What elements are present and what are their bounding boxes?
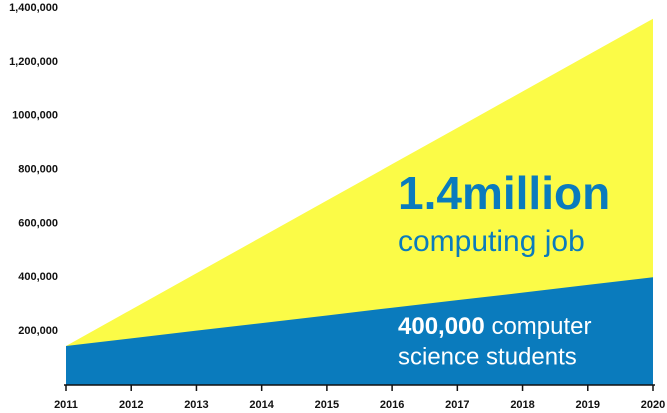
y-tick-label: 1,200,000: [9, 56, 58, 68]
y-tick-label: 400,000: [18, 271, 58, 283]
y-tick-label: 200,000: [18, 325, 58, 337]
y-tick-label: 800,000: [18, 163, 58, 175]
annotation: 400,000 computer: [398, 313, 591, 340]
y-tick-label: 1,400,000: [9, 2, 58, 14]
x-tick-label: 2012: [119, 399, 143, 411]
y-tick-label: 600,000: [18, 217, 58, 229]
x-tick-label: 2015: [315, 399, 339, 411]
annotation: computer: [491, 313, 591, 340]
annotation: science students: [398, 343, 577, 370]
x-tick-label: 2019: [576, 399, 600, 411]
area: [66, 18, 653, 386]
x-tick-label: 2011: [54, 399, 78, 411]
y-tick-label: 1000,000: [12, 110, 58, 122]
x-tick-label: 2016: [380, 399, 404, 411]
annotation: computing job: [398, 225, 585, 258]
x-tick-label: 2013: [184, 399, 208, 411]
x-tick-label: 2017: [445, 399, 469, 411]
x-tick-label: 2020: [641, 399, 665, 411]
annotation: 1.4million: [398, 167, 610, 219]
area: [66, 277, 653, 385]
x-tick-label: 2018: [510, 399, 534, 411]
annotation: 400,000: [398, 313, 485, 340]
x-tick-label: 2014: [249, 399, 274, 411]
